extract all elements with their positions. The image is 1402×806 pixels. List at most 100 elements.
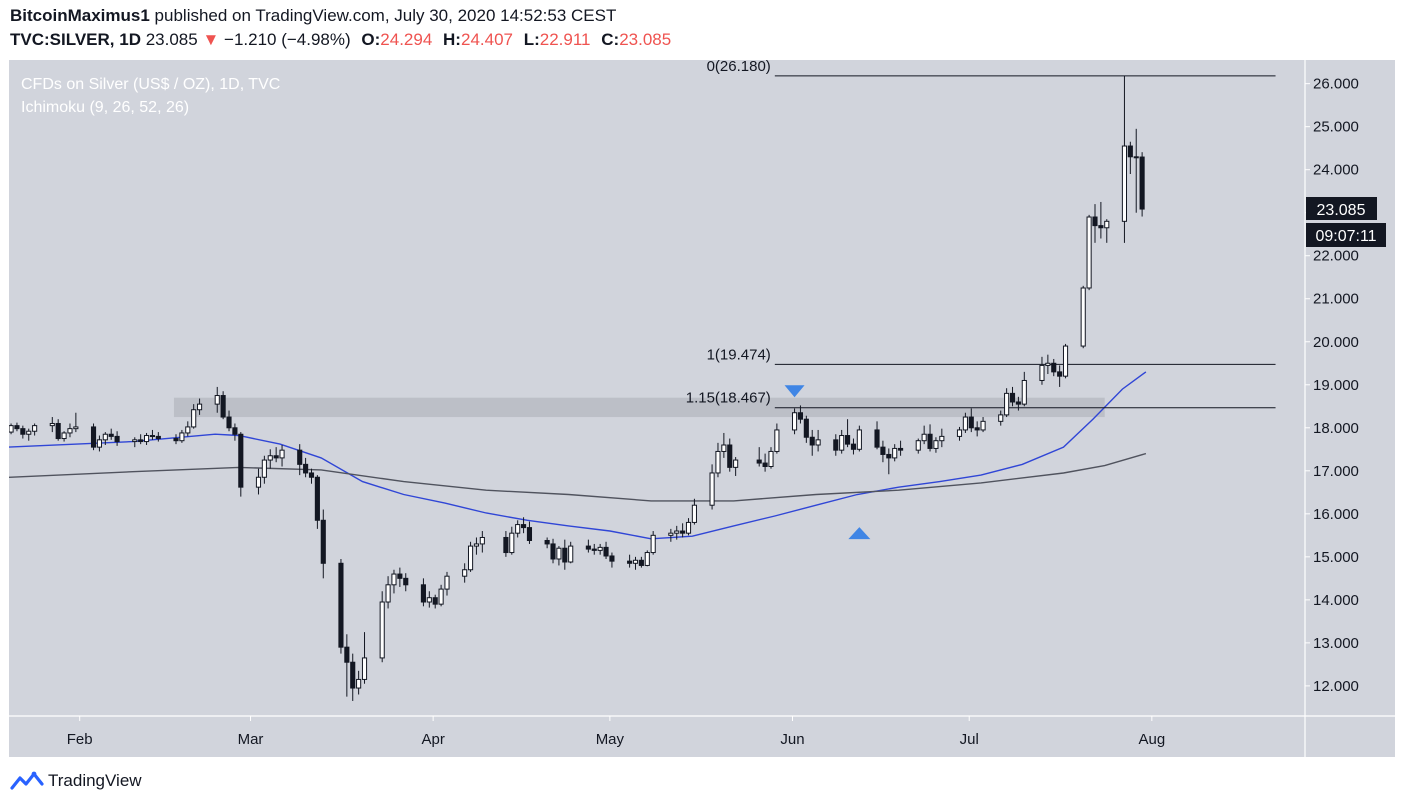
candle: [550, 538, 556, 564]
candle-body: [898, 447, 904, 451]
candle: [155, 432, 161, 442]
candle-body: [956, 429, 963, 437]
candle-body: [191, 409, 197, 428]
y-tick-label: 24.000: [1313, 162, 1359, 179]
candle: [397, 567, 403, 587]
candle-body: [20, 428, 26, 435]
candle: [880, 440, 886, 463]
candle: [674, 525, 680, 540]
candle: [1127, 141, 1133, 174]
candle: [320, 509, 326, 579]
candle-body: [680, 530, 686, 534]
candle: [391, 569, 397, 594]
candle: [715, 442, 721, 478]
candle-body: [797, 412, 804, 420]
candle-body: [880, 446, 886, 455]
fib-label-1: 1(19.474): [707, 346, 771, 363]
fib-label-0: 0(26.180): [707, 60, 771, 75]
candle: [797, 405, 804, 424]
candle: [96, 435, 102, 452]
candle-body: [1127, 145, 1133, 158]
candle-body: [220, 395, 226, 418]
candle-body: [1004, 392, 1010, 416]
candle: [308, 468, 315, 484]
candle: [432, 594, 438, 609]
countdown-tag: [1306, 223, 1386, 247]
candle-body: [685, 521, 692, 534]
publish-info: published on TradingView.com, July 30, 2…: [154, 6, 617, 25]
candle: [14, 422, 20, 432]
candle: [685, 518, 692, 536]
candle: [603, 541, 609, 559]
candle: [650, 531, 656, 555]
candle: [226, 410, 232, 432]
candle-body: [1015, 401, 1021, 405]
ohlc-header: TVC:SILVER, 1D 23.085 ▼ −1.210 (−4.98%) …: [10, 30, 677, 50]
candle-body: [49, 422, 55, 427]
candle: [803, 415, 809, 443]
candle-body: [709, 472, 715, 506]
candle: [774, 423, 780, 454]
candle-body: [96, 439, 102, 448]
candle: [668, 528, 674, 542]
open-value: 24.294: [380, 30, 433, 49]
candle-body: [55, 422, 61, 440]
candle-body: [155, 435, 161, 440]
candle-body: [585, 545, 591, 550]
candle-body: [768, 450, 774, 468]
tradingview-logo[interactable]: TradingView: [10, 770, 142, 792]
candle-body: [727, 444, 733, 468]
candle: [238, 432, 244, 497]
candle: [721, 432, 727, 458]
candle: [544, 537, 550, 549]
candle: [1092, 204, 1098, 243]
candle: [850, 438, 857, 455]
time-axis[interactable]: Feb Mar Apr May Jun Jul Aug: [67, 716, 1165, 748]
candle: [892, 444, 898, 462]
candle: [727, 438, 733, 472]
candle-body: [756, 459, 762, 464]
candle-body: [403, 577, 409, 586]
price-axis[interactable]: 12.000 13.000 14.000 15.000 16.000 17.000 18.0…: [1305, 76, 1359, 695]
candle-body: [438, 588, 444, 605]
candle-body: [526, 527, 533, 541]
candle: [32, 423, 38, 436]
candle: [597, 543, 603, 555]
candle-body: [114, 435, 120, 443]
y-tick-label: 12.000: [1313, 678, 1359, 695]
chart-container[interactable]: 0(26.180) 1(19.474) 1.15(18.467) 12.000 13.…: [8, 58, 1395, 757]
candle-body: [1121, 145, 1128, 222]
candle: [67, 423, 73, 438]
candle-body: [314, 476, 320, 521]
candle: [1045, 354, 1051, 375]
legend-title: CFDs on Silver (US$ / OZ), 1D, TVC: [21, 76, 280, 93]
candle: [232, 423, 238, 441]
candle-body: [803, 418, 809, 438]
candle-body: [197, 403, 203, 411]
candle-body: [279, 449, 285, 459]
candle-body: [845, 435, 851, 445]
price-chart[interactable]: 0(26.180) 1(19.474) 1.15(18.467) 12.000 13.…: [8, 58, 1395, 757]
candle-body: [420, 584, 426, 603]
candle: [1139, 152, 1145, 217]
candle: [1009, 386, 1016, 407]
candle: [179, 429, 185, 443]
candle-body: [962, 416, 968, 431]
author-name[interactable]: BitcoinMaximus1: [10, 6, 150, 25]
x-tick-label: Feb: [67, 731, 93, 748]
candle: [467, 541, 474, 572]
candle: [255, 468, 262, 495]
candle-body: [1133, 156, 1139, 159]
candle-body: [108, 433, 114, 437]
low-label: L:: [523, 30, 540, 49]
y-tick-label: 13.000: [1313, 635, 1359, 652]
candle: [974, 421, 980, 437]
candle: [197, 398, 203, 415]
candle-body: [850, 443, 857, 450]
candle-body: [61, 432, 67, 440]
candle-body: [267, 455, 273, 461]
open-label: O:: [361, 30, 381, 49]
candle: [927, 424, 933, 452]
candle-body: [521, 524, 527, 529]
candle-body: [856, 429, 862, 450]
